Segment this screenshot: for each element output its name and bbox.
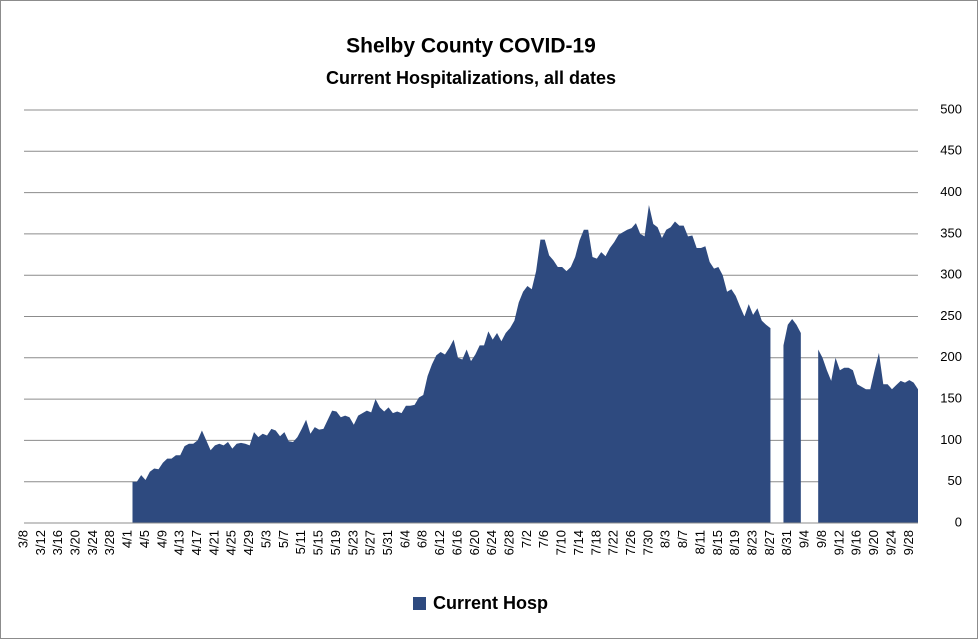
x-tick-label: 3/12 bbox=[33, 530, 48, 555]
x-tick-label: 3/24 bbox=[85, 530, 100, 555]
x-tick-label: 4/5 bbox=[137, 530, 152, 548]
x-tick-label: 8/31 bbox=[779, 530, 794, 555]
x-tick-label: 6/12 bbox=[432, 530, 447, 555]
y-tick-label: 450 bbox=[940, 143, 962, 158]
y-tick-label: 400 bbox=[940, 184, 962, 199]
y-tick-label: 50 bbox=[948, 473, 962, 488]
x-tick-label: 4/25 bbox=[224, 530, 239, 555]
x-tick-label: 6/24 bbox=[484, 530, 499, 555]
x-tick-label: 8/23 bbox=[745, 530, 760, 555]
area bbox=[132, 204, 919, 524]
x-tick-label: 9/8 bbox=[814, 530, 829, 548]
x-tick-label: 4/21 bbox=[206, 530, 221, 555]
y-tick-label: 100 bbox=[940, 432, 962, 447]
x-tick-label: 5/3 bbox=[258, 530, 273, 548]
x-tick-label: 7/10 bbox=[554, 530, 569, 555]
y-tick-label: 300 bbox=[940, 267, 962, 282]
y-tick-label: 250 bbox=[940, 308, 962, 323]
x-tick-label: 5/7 bbox=[276, 530, 291, 548]
x-tick-label: 7/2 bbox=[519, 530, 534, 548]
x-tick-label: 5/23 bbox=[345, 530, 360, 555]
x-tick-label: 9/20 bbox=[866, 530, 881, 555]
x-tick-label: 5/31 bbox=[380, 530, 395, 555]
legend-label: Current Hosp bbox=[433, 593, 548, 613]
x-tick-label: 8/27 bbox=[762, 530, 777, 555]
x-tick-label: 6/4 bbox=[397, 530, 412, 548]
x-tick-label: 8/15 bbox=[710, 530, 725, 555]
x-tick-label: 7/22 bbox=[606, 530, 621, 555]
y-tick-label: 200 bbox=[940, 349, 962, 364]
legend-swatch bbox=[413, 597, 426, 610]
x-tick-label: 7/14 bbox=[571, 530, 586, 555]
x-tick-label: 5/11 bbox=[293, 530, 308, 554]
x-tick-label: 4/29 bbox=[241, 530, 256, 555]
x-tick-label: 8/11 bbox=[692, 530, 707, 554]
x-tick-label: 5/15 bbox=[311, 530, 326, 555]
x-tick-label: 3/20 bbox=[68, 530, 83, 555]
chart-subtitle: Current Hospitalizations, all dates bbox=[326, 68, 616, 88]
x-tick-label: 4/9 bbox=[154, 530, 169, 548]
y-tick-label: 0 bbox=[955, 514, 962, 529]
x-tick-label: 9/28 bbox=[901, 530, 916, 555]
x-tick-label: 3/28 bbox=[102, 530, 117, 555]
x-tick-label: 9/16 bbox=[849, 530, 864, 555]
x-tick-label: 6/20 bbox=[467, 530, 482, 555]
x-tick-label: 8/19 bbox=[727, 530, 742, 555]
x-tick-label: 7/18 bbox=[588, 530, 603, 555]
x-tick-label: 3/16 bbox=[50, 530, 65, 555]
x-tick-label: 7/6 bbox=[536, 530, 551, 548]
x-tick-label: 9/4 bbox=[797, 530, 812, 548]
x-tick-label: 4/13 bbox=[172, 530, 187, 555]
chart-title: Shelby County COVID-19 bbox=[346, 35, 596, 58]
x-tick-label: 4/1 bbox=[120, 530, 135, 548]
x-tick-label: 9/12 bbox=[831, 530, 846, 555]
x-tick-label: 9/24 bbox=[883, 530, 898, 555]
x-tick-label: 8/7 bbox=[675, 530, 690, 548]
y-tick-label: 500 bbox=[940, 101, 962, 116]
x-tick-label: 7/26 bbox=[623, 530, 638, 555]
x-tick-label: 8/3 bbox=[658, 530, 673, 548]
x-tick-label: 7/30 bbox=[640, 530, 655, 555]
x-tick-label: 6/28 bbox=[501, 530, 516, 555]
y-tick-label: 350 bbox=[940, 225, 962, 240]
x-tick-label: 5/27 bbox=[363, 530, 378, 555]
x-tick-label: 4/17 bbox=[189, 530, 204, 555]
x-tick-label: 6/16 bbox=[449, 530, 464, 555]
x-tick-label: 5/19 bbox=[328, 530, 343, 555]
x-tick-label: 3/8 bbox=[15, 530, 30, 548]
x-tick-label: 6/8 bbox=[415, 530, 430, 548]
y-tick-label: 150 bbox=[940, 391, 962, 406]
